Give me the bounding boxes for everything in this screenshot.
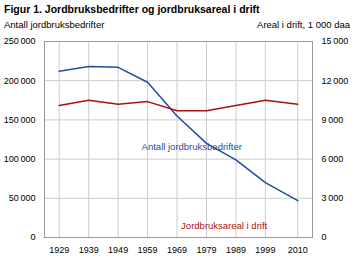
svg-text:1999: 1999 bbox=[255, 245, 275, 255]
svg-text:15 000: 15 000 bbox=[322, 36, 349, 46]
svg-text:50 000: 50 000 bbox=[9, 193, 36, 203]
svg-text:2010: 2010 bbox=[288, 245, 308, 255]
svg-text:1989: 1989 bbox=[226, 245, 246, 255]
svg-text:9 000: 9 000 bbox=[322, 115, 344, 125]
svg-text:6 000: 6 000 bbox=[322, 154, 344, 164]
svg-text:Antall jordbruksbedrifter: Antall jordbruksbedrifter bbox=[142, 141, 242, 152]
svg-text:1929: 1929 bbox=[49, 245, 69, 255]
svg-text:0: 0 bbox=[30, 232, 35, 242]
html-text:Areal i drift, 1 000 daa: Areal i drift, 1 000 daa bbox=[257, 19, 350, 30]
svg-text:100 000: 100 000 bbox=[4, 154, 36, 164]
svg-text:150 000: 150 000 bbox=[4, 115, 36, 125]
svg-text:250 000: 250 000 bbox=[4, 36, 36, 46]
svg-text:Jordbruksareal i drift: Jordbruksareal i drift bbox=[181, 220, 267, 231]
svg-text:1969: 1969 bbox=[167, 245, 187, 255]
svg-text:1939: 1939 bbox=[79, 245, 99, 255]
html-text:Antall jordbruksbedrifter: Antall jordbruksbedrifter bbox=[4, 19, 105, 30]
svg-text:1979: 1979 bbox=[196, 245, 216, 255]
svg-text:1949: 1949 bbox=[108, 245, 128, 255]
svg-text:3 000: 3 000 bbox=[322, 193, 344, 203]
svg-text:200 000: 200 000 bbox=[4, 76, 36, 86]
html-text:Figur 1. Jordbruksbedrifter og: Figur 1. Jordbruksbedrifter og jordbruks… bbox=[4, 3, 260, 15]
svg-text:1959: 1959 bbox=[138, 245, 158, 255]
svg-text:12 000: 12 000 bbox=[322, 76, 349, 86]
svg-text:0: 0 bbox=[322, 232, 327, 242]
